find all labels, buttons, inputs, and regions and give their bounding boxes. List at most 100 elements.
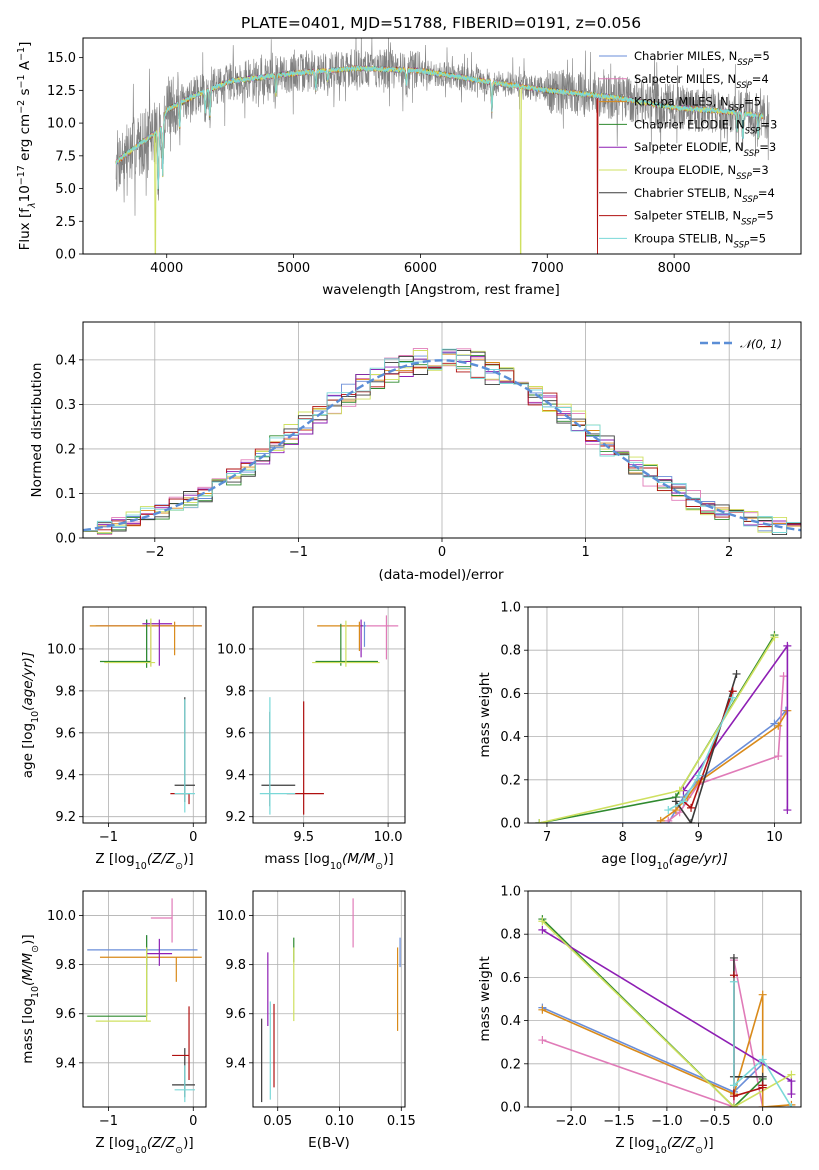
x-tick-label: 0 <box>189 830 197 845</box>
y-tick-label: 1.0 <box>500 601 521 616</box>
weight-marker <box>687 803 696 812</box>
x-tick-label: −1.0 <box>651 1114 683 1129</box>
x-tick-label: −2 <box>145 545 164 560</box>
y-tick-label: 10.0 <box>217 909 246 924</box>
y-tick-label: 10.0 <box>47 909 76 924</box>
y-axis-label: Flux [fλ10−17 erg cm−2 s−1 A−1] <box>16 42 38 251</box>
axes-frame <box>252 606 406 824</box>
y-tick-label: 9.4 <box>225 1056 246 1071</box>
x-tick-label: 7000 <box>531 261 564 276</box>
y-tick-label: 0.0 <box>55 532 76 547</box>
x-tick-label: 2 <box>725 545 733 560</box>
weight-marker <box>783 641 792 650</box>
y-tick-label: 0.4 <box>500 730 521 745</box>
axes-frame <box>527 890 802 1108</box>
weight-series-2 <box>656 706 792 823</box>
errorbar-point-3 <box>87 935 148 1017</box>
weight-marker <box>538 925 547 934</box>
panel-weight-vs-Z: −2.0 −1.5 −1.0 −0.5 0.0 0.0 0.2 0.4 0.6 0.8 1.0 Z [… <box>477 885 802 1156</box>
errorbar-point-4 <box>142 619 173 666</box>
y-axis-label: mass weight <box>477 672 493 757</box>
weight-line <box>541 920 792 1107</box>
y-tick-label: 1.0 <box>500 885 521 900</box>
y-tick-label: 9.4 <box>225 768 246 783</box>
errorbar-point-8 <box>174 1065 195 1103</box>
weight-series-3 <box>538 915 767 1107</box>
weight-marker <box>729 953 738 962</box>
plot-area <box>538 915 796 1107</box>
y-tick-label: 0.0 <box>55 248 76 263</box>
weight-marker <box>664 816 673 823</box>
y-tick-label: 9.4 <box>55 768 76 783</box>
y-tick-label: 9.8 <box>225 684 246 699</box>
weight-marker <box>729 977 738 986</box>
axes-frame <box>527 606 802 824</box>
plot-area <box>259 615 399 815</box>
weight-marker <box>671 806 680 815</box>
weight-series-0 <box>535 706 790 823</box>
legend-entry: Salpeter ELODIE, NSSP=3 <box>634 140 776 159</box>
gaussian-curve <box>83 359 801 532</box>
axes-frame <box>252 890 406 1108</box>
y-tick-label: 0.2 <box>500 1057 521 1072</box>
figure-title: PLATE=0401, MJD=51788, FIBERID=0191, z=0… <box>241 14 641 32</box>
y-tick-label: 7.5 <box>55 149 76 164</box>
errorbar-point-5 <box>104 618 156 667</box>
x-axis-label: age [log10(age/yr)] <box>601 851 727 872</box>
x-axis-label: E(B-V) <box>308 1135 350 1151</box>
y-tick-label: 9.6 <box>55 1007 76 1022</box>
legend-entry: Salpeter STELIB, NSSP=5 <box>634 209 774 228</box>
plot-area <box>83 348 801 536</box>
weight-marker <box>779 672 788 681</box>
x-tick-label: 4000 <box>150 261 183 276</box>
weight-marker <box>787 1070 796 1079</box>
panel-age-vs-Z: −1 0 9.2 9.4 9.6 9.8 10.0 Z [log10(Z/Z⊙)] age [l… <box>20 606 207 872</box>
x-tick-label: 0.15 <box>387 1114 416 1129</box>
weight-series-5 <box>538 917 796 1107</box>
model-spectrum-8 <box>115 64 764 190</box>
panel-spectrum: 4000 5000 6000 7000 8000 0.0 2.5 5.0 7.5 10.0 12.5… <box>16 37 802 298</box>
weight-series-3 <box>535 631 779 823</box>
errorbar-point-3 <box>99 619 151 668</box>
x-axis-label: wavelength [Angstrom, rest frame] <box>322 282 560 298</box>
legend-entry: Chabrier STELIB, NSSP=4 <box>634 186 775 205</box>
y-tick-label: 9.6 <box>225 1007 246 1022</box>
legend: Chabrier MILES, NSSP=5 Salpeter MILES, NS… <box>599 49 777 250</box>
errorbar-point-2 <box>89 621 202 656</box>
y-tick-label: 0.6 <box>500 971 521 986</box>
weight-marker <box>770 633 779 642</box>
x-tick-label: 0.05 <box>263 1114 292 1129</box>
weight-marker <box>758 1055 767 1064</box>
weight-marker <box>694 771 703 780</box>
weight-marker <box>538 1005 547 1014</box>
plot-area <box>89 618 202 813</box>
weight-series-8 <box>729 977 796 1107</box>
plot-area <box>261 898 401 1103</box>
weight-marker <box>729 1092 738 1101</box>
errorbar-point-3 <box>315 623 378 666</box>
y-tick-label: 5.0 <box>55 182 76 197</box>
weight-line <box>667 697 734 811</box>
x-tick-label: 0 <box>189 1114 197 1129</box>
errorbar-point-4 <box>146 938 173 966</box>
plot-area <box>87 898 202 1103</box>
weight-marker <box>728 693 737 702</box>
y-tick-label: 9.4 <box>55 1056 76 1071</box>
weight-series-5 <box>535 633 779 823</box>
weight-marker <box>732 669 741 678</box>
errorbar-point-8 <box>174 699 195 813</box>
y-axis-label: mass weight <box>477 956 493 1041</box>
y-tick-label: 0.3 <box>55 398 76 413</box>
weight-line <box>733 981 793 1107</box>
errorbar-point-7 <box>170 793 190 805</box>
weight-marker <box>787 1090 796 1099</box>
legend-entry: Kroupa MILES, NSSP=5 <box>634 95 761 114</box>
legend-entry: Chabrier ELODIE, NSSP=3 <box>634 117 777 136</box>
errorbar-point-2 <box>317 621 363 652</box>
axes-frame <box>82 606 207 824</box>
errorbar-point-8 <box>259 697 296 815</box>
legend-entry: Kroupa STELIB, NSSP=5 <box>634 231 766 250</box>
x-tick-label: 6000 <box>404 261 437 276</box>
panel-age-vs-mass: 9.5 10.0 9.2 9.4 9.6 9.8 10.0 mass [log10(M/M⊙)… <box>217 606 406 872</box>
errorbar-point-6 <box>261 711 296 807</box>
